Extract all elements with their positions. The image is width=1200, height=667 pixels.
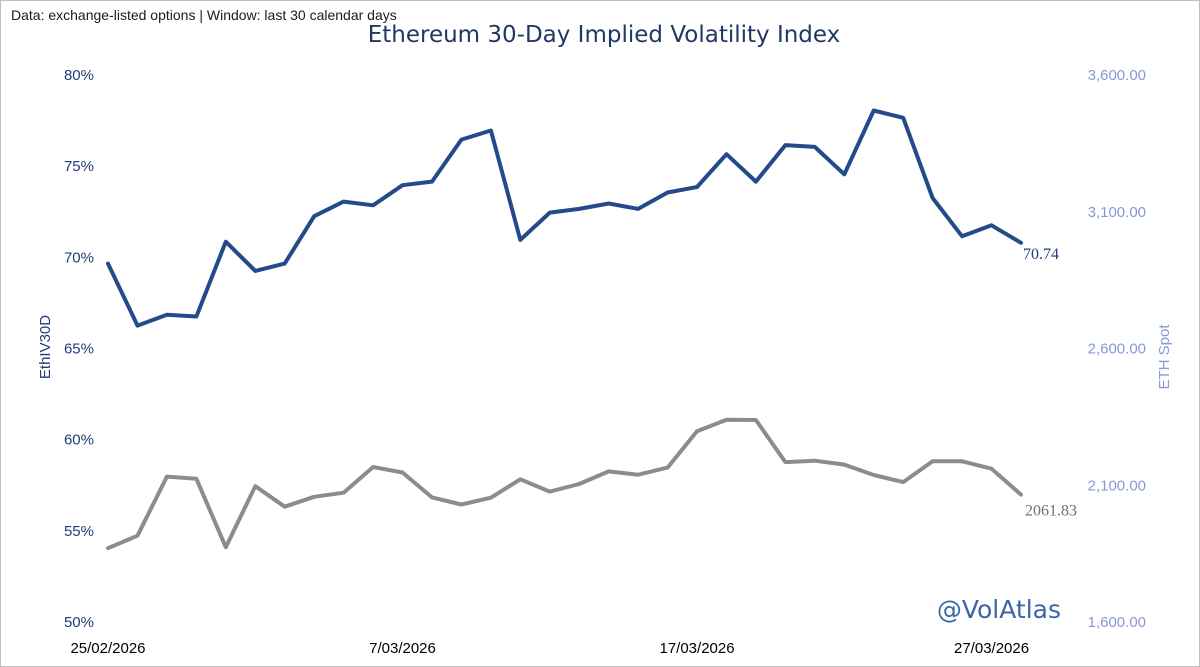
right-axis-title: ETH Spot xyxy=(1156,324,1173,390)
chart-title: Ethereum 30-Day Implied Volatility Index xyxy=(368,22,841,48)
right-tick-label: 2,600.00 xyxy=(1088,341,1146,358)
series-layer: 2061.83 70.74 xyxy=(106,108,1077,551)
spot-end-label: 2061.83 xyxy=(1025,503,1077,520)
iv-end-label: 70.74 xyxy=(1023,246,1059,263)
x-tick-label: 7/03/2026 xyxy=(369,640,436,657)
spot-series-line xyxy=(106,417,1023,551)
x-tick-label: 17/03/2026 xyxy=(659,640,734,657)
left-y-axis: 50% 55% 60% 65% 70% 75% 80% xyxy=(64,67,94,631)
iv-series-line xyxy=(106,108,1023,328)
watermark: @VolAtlas xyxy=(937,595,1061,624)
right-tick-label: 1,600.00 xyxy=(1088,614,1146,631)
x-tick-label: 25/02/2026 xyxy=(70,640,145,657)
right-y-axis: 1,600.00 2,100.00 2,600.00 3,100.00 3,600.00 xyxy=(1088,67,1146,631)
left-tick-label: 50% xyxy=(64,614,94,631)
right-tick-label: 2,100.00 xyxy=(1088,477,1146,494)
left-tick-label: 55% xyxy=(64,523,94,540)
chart-subtitle: Data: exchange-listed options | Window: … xyxy=(11,7,397,23)
right-tick-label: 3,100.00 xyxy=(1088,204,1146,221)
left-tick-label: 65% xyxy=(64,341,94,358)
x-tick-label: 27/03/2026 xyxy=(954,640,1029,657)
left-axis-title: EthIV30D xyxy=(37,315,54,379)
right-tick-label: 3,600.00 xyxy=(1088,67,1146,84)
left-tick-label: 70% xyxy=(64,249,94,266)
left-tick-label: 80% xyxy=(64,67,94,84)
left-tick-label: 75% xyxy=(64,158,94,175)
left-tick-label: 60% xyxy=(64,432,94,449)
x-axis: 25/02/2026 7/03/2026 17/03/2026 27/03/2026 xyxy=(70,640,1029,657)
